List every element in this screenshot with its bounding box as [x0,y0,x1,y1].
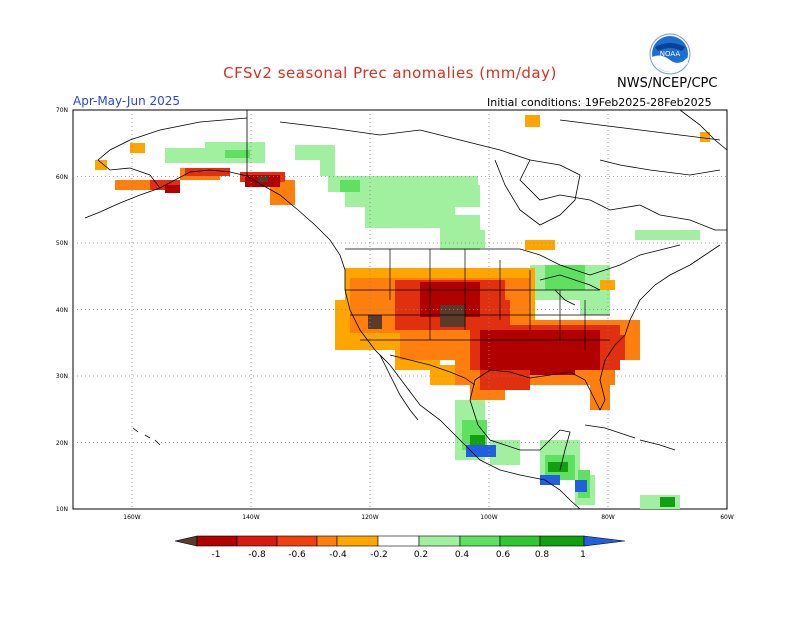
lat-label-60n: 60N [56,174,68,181]
lon-label-100w: 100W [480,514,497,521]
colorbar-label: -1 [212,550,221,560]
latitude-labels: 70N 60N 50N 40N 30N 20N 10N [56,107,68,513]
lon-label-160w: 160W [123,514,140,521]
colorbar-label: 0.8 [535,550,550,560]
lon-label-140w: 140W [242,514,259,521]
colorbar-arrow-high [583,535,626,547]
lat-label-50n: 50N [56,240,68,247]
lat-label-40n: 40N [56,307,68,314]
lon-label-120w: 120W [361,514,378,521]
colorbar-swatch [316,535,338,547]
colorbar-swatch [539,535,585,547]
colorbar-swatch [377,535,420,547]
colorbar-swatch [236,535,278,547]
colorbar-label: 0.2 [414,550,428,560]
colorbar-swatch [418,535,461,547]
lon-label-60w: 60W [720,514,734,521]
colorbar-swatch [276,535,318,547]
colorbar-label: -0.4 [329,550,347,560]
initial-conditions-label: Initial conditions: 19Feb2025-28Feb2025 [487,96,712,109]
svg-text:NOAA: NOAA [660,50,681,58]
colorbar-label: -0.8 [248,550,266,560]
colorbar-arrow-low [174,535,198,547]
colorbar-label: 0.6 [496,550,511,560]
colorbar-swatch [499,535,541,547]
lat-label-30n: 30N [56,373,68,380]
longitude-labels: 160W 140W 120W 100W 80W 60W [123,514,734,521]
noaa-logo-icon: NOAA [649,33,691,75]
agency-label: NWS/NCEP/CPC [617,76,718,91]
colorbar-swatch [459,535,501,547]
colorbar-swatch [336,535,379,547]
graticule [73,110,727,509]
dry-anomaly-extreme [258,176,465,329]
colorbar [174,535,626,547]
colorbar-swatch [196,535,238,547]
lat-label-10n: 10N [56,506,68,513]
colorbar-labels: -1 -0.8 -0.6 -0.4 -0.2 0.2 0.4 0.6 0.8 1 [212,550,586,560]
colorbar-label: -0.2 [370,550,388,560]
lat-label-20n: 20N [56,440,68,447]
colorbar-label: -0.6 [288,550,306,560]
lat-label-70n: 70N [56,107,68,114]
borders [345,244,681,386]
colorbar-label: 0.4 [455,550,470,560]
lon-label-80w: 80W [601,514,615,521]
colorbar-label: 1 [580,550,586,560]
map-title: CFSv2 seasonal Prec anomalies (mm/day) [223,64,557,82]
season-label: Apr-May-Jun 2025 [73,94,181,108]
